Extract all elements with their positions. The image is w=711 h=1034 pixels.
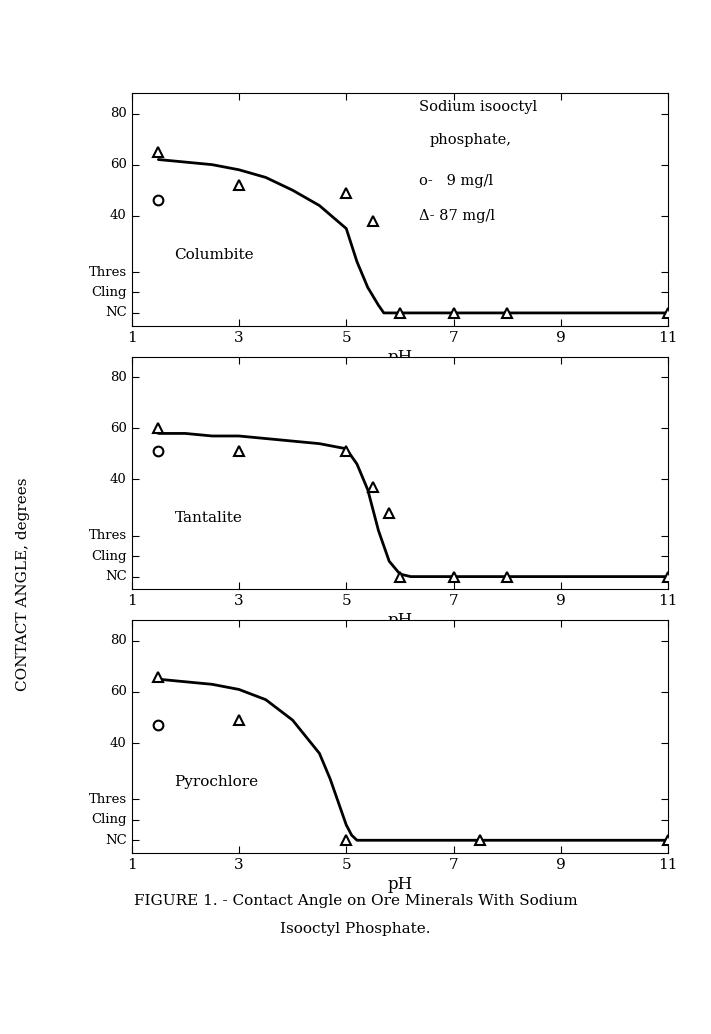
Text: Sodium isooctyl: Sodium isooctyl <box>419 100 537 114</box>
Text: Isooctyl Phosphate.: Isooctyl Phosphate. <box>280 922 431 937</box>
Text: phosphate,: phosphate, <box>429 132 511 147</box>
X-axis label: pH: pH <box>387 612 412 630</box>
Text: Tantalite: Tantalite <box>174 512 242 525</box>
X-axis label: pH: pH <box>387 348 412 366</box>
Text: Columbite: Columbite <box>174 248 254 262</box>
X-axis label: pH: pH <box>387 876 412 893</box>
Text: o-   9 mg/l: o- 9 mg/l <box>419 175 493 188</box>
Text: Δ- 87 mg/l: Δ- 87 mg/l <box>419 209 495 223</box>
Text: FIGURE 1. - Contact Angle on Ore Minerals With Sodium: FIGURE 1. - Contact Angle on Ore Mineral… <box>134 894 577 909</box>
Text: Pyrochlore: Pyrochlore <box>174 776 259 789</box>
Text: CONTACT ANGLE, degrees: CONTACT ANGLE, degrees <box>16 478 30 691</box>
